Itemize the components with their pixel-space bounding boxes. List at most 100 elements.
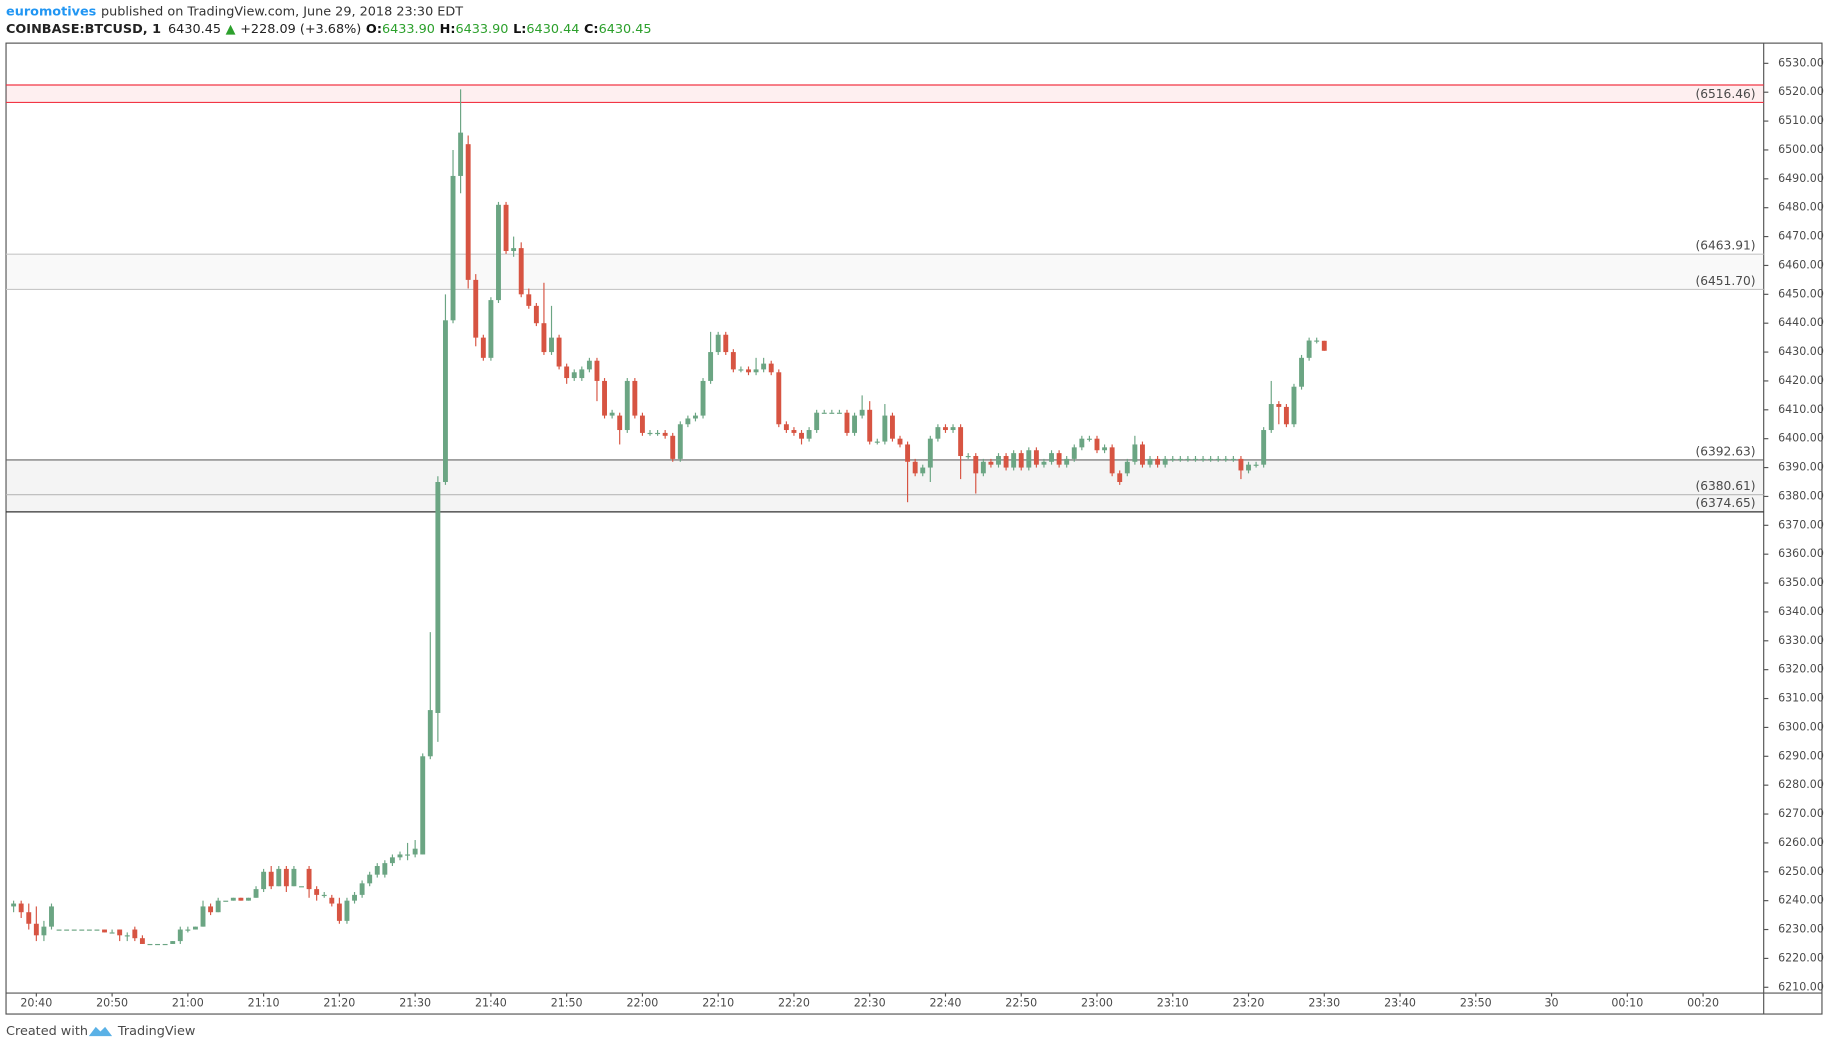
candle-body: [1170, 458, 1176, 461]
candle-body: [829, 412, 835, 414]
candle-body: [41, 926, 47, 936]
candle-body: [1185, 458, 1191, 461]
change-arrow: ▲: [226, 22, 236, 37]
candle-body: [852, 415, 858, 433]
candle-body: [1140, 444, 1145, 465]
ohlc-label: C:: [584, 22, 599, 37]
candle-body: [1223, 458, 1229, 461]
candle-body: [1094, 438, 1100, 451]
candle-body: [102, 929, 107, 933]
candle-body: [617, 415, 623, 431]
candle-body: [321, 894, 327, 897]
level-label: (6463.91): [1695, 239, 1755, 253]
published: published on TradingView.com, June 29, 2…: [101, 4, 463, 19]
candle-body: [996, 456, 1001, 465]
candle-body: [450, 175, 456, 321]
candle-body: [905, 444, 911, 462]
candle-body: [564, 366, 570, 379]
x-tick-label: 30: [1545, 997, 1559, 1010]
candle-body: [594, 360, 600, 381]
candle-body: [746, 369, 751, 373]
candle-body: [1200, 458, 1206, 461]
candle-body: [791, 430, 797, 433]
candle-body: [821, 412, 827, 414]
x-tick-label: 23:30: [1308, 997, 1340, 1010]
x-tick-label: 20:50: [96, 997, 128, 1010]
x-tick-label: 23:50: [1460, 997, 1492, 1010]
y-tick-label: 6330.00: [1778, 634, 1824, 647]
footer-brand[interactable]: TradingView: [117, 1024, 195, 1039]
x-tick-label: 22:30: [854, 997, 886, 1010]
candle-body: [56, 929, 62, 931]
candle-body: [783, 424, 789, 431]
candle-body: [465, 144, 471, 280]
candle-body: [223, 900, 229, 902]
candle-body: [738, 369, 744, 371]
candle-body: [950, 427, 956, 431]
candle-body: [965, 456, 971, 458]
y-tick-label: 6400.00: [1778, 432, 1824, 445]
candle-body: [359, 883, 365, 895]
y-tick-label: 6430.00: [1778, 345, 1824, 358]
candle-body: [533, 305, 539, 324]
last-price: 6430.45: [168, 22, 221, 37]
candle-body: [579, 369, 585, 379]
author[interactable]: euromotives: [6, 4, 97, 19]
candle-body: [1306, 340, 1312, 358]
candle-body: [1246, 464, 1251, 471]
chart-frame: [5, 42, 1823, 1015]
x-tick-label: 23:20: [1233, 997, 1265, 1010]
candle-body: [177, 929, 183, 942]
candle-body: [314, 889, 320, 895]
candle-body: [1321, 340, 1327, 351]
candle-body: [511, 248, 517, 252]
candle-body: [980, 461, 986, 474]
level-label: (6374.65): [1695, 496, 1755, 510]
y-tick-label: 6380.00: [1778, 489, 1824, 502]
y-tick-label: 6340.00: [1778, 605, 1824, 618]
x-tick-label: 21:30: [399, 997, 431, 1010]
candle-body: [1276, 404, 1282, 407]
y-tick-label: 6360.00: [1778, 547, 1824, 560]
candle-body: [700, 380, 706, 416]
candle-body: [427, 710, 433, 757]
candle-body: [488, 300, 494, 358]
y-tick-label: 6290.00: [1778, 749, 1824, 762]
candle-body: [1162, 458, 1168, 465]
ohlc-value: 6430.44: [526, 22, 579, 37]
y-tick-label: 6280.00: [1778, 778, 1824, 791]
candle-body: [670, 435, 676, 459]
y-tick-label: 6480.00: [1778, 201, 1824, 214]
candle-body: [836, 412, 842, 414]
candle-body: [1102, 447, 1108, 451]
x-tick-label: 00:20: [1687, 997, 1719, 1010]
ohlc-label: O:: [366, 22, 382, 37]
candle-body: [261, 871, 267, 890]
candle-body: [382, 863, 388, 875]
candle-body: [647, 432, 653, 435]
candle-body: [283, 868, 289, 887]
candle-body: [147, 943, 153, 946]
candle-body: [132, 929, 138, 939]
candle-body: [291, 868, 297, 887]
candle-body: [602, 380, 607, 416]
candle-body: [814, 412, 820, 431]
candle-body: [1064, 458, 1070, 465]
level-label: (6516.46): [1695, 87, 1755, 101]
candle-body: [897, 438, 903, 445]
candle-body: [518, 248, 524, 295]
zone: [6, 84, 1764, 103]
candle-body: [571, 372, 577, 379]
y-tick-label: 6250.00: [1778, 865, 1824, 878]
candle-body: [655, 432, 661, 435]
candle-body: [1261, 430, 1267, 465]
x-tick-label: 22:10: [702, 997, 734, 1010]
candle-body: [299, 886, 304, 888]
candle-body: [185, 929, 191, 931]
candle-body: [306, 868, 312, 890]
candle-body: [958, 427, 964, 457]
level-label: (6380.61): [1695, 479, 1755, 493]
level-label: (6392.63): [1695, 444, 1755, 458]
